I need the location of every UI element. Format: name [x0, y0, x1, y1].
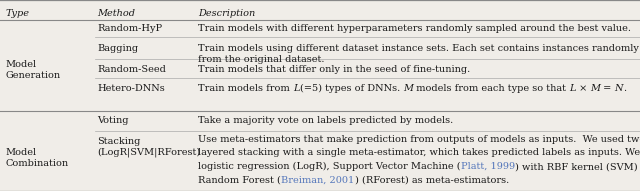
- Text: N: N: [614, 84, 623, 93]
- Text: Method: Method: [97, 9, 135, 18]
- Text: L: L: [569, 84, 576, 93]
- Text: Breiman, 2001: Breiman, 2001: [281, 176, 355, 185]
- Text: Random-HyP: Random-HyP: [97, 24, 163, 33]
- Text: Model
Combination: Model Combination: [5, 147, 68, 168]
- Text: M: M: [590, 84, 600, 93]
- Text: .: .: [623, 84, 626, 93]
- Text: layered stacking with a single meta-estimator, which takes predicted labels as i: layered stacking with a single meta-esti…: [198, 148, 640, 157]
- Text: Random-Seed: Random-Seed: [97, 65, 166, 74]
- Text: M: M: [403, 84, 413, 93]
- Text: Voting: Voting: [97, 116, 129, 125]
- Text: Train models with different hyperparameters randomly sampled around the best val: Train models with different hyperparamet…: [198, 24, 632, 33]
- Text: Take a majority vote on labels predicted by models.: Take a majority vote on labels predicted…: [198, 116, 454, 125]
- Text: L: L: [293, 84, 300, 93]
- Text: Train models from: Train models from: [198, 84, 293, 93]
- Text: logistic regression (LogR), Support Vector Machine (: logistic regression (LogR), Support Vect…: [198, 162, 461, 171]
- Text: Train models that differ only in the seed of fine-tuning.: Train models that differ only in the see…: [198, 65, 470, 74]
- Text: Use meta-estimators that make prediction from outputs of models as inputs.  We u: Use meta-estimators that make prediction…: [198, 135, 640, 144]
- Text: ) with RBF kernel (SVM) and: ) with RBF kernel (SVM) and: [515, 162, 640, 171]
- Text: Platt, 1999: Platt, 1999: [461, 162, 515, 171]
- Text: Hetero-DNNs: Hetero-DNNs: [97, 84, 165, 93]
- Text: =: =: [600, 84, 614, 93]
- Text: Type: Type: [5, 9, 29, 18]
- Text: models from each type so that: models from each type so that: [413, 84, 569, 93]
- Text: Description: Description: [198, 9, 255, 18]
- Text: (=5) types of DNNs.: (=5) types of DNNs.: [300, 84, 403, 93]
- Text: Bagging: Bagging: [97, 44, 138, 53]
- Text: Random Forest (: Random Forest (: [198, 176, 281, 185]
- Text: Stacking
(LogR|SVM|RForest): Stacking (LogR|SVM|RForest): [97, 137, 200, 157]
- Text: Model
Generation: Model Generation: [5, 60, 60, 80]
- Text: Train models using different dataset instance sets. Each set contains instances : Train models using different dataset ins…: [198, 44, 640, 64]
- Text: ) (RForest) as meta-estimators.: ) (RForest) as meta-estimators.: [355, 176, 509, 185]
- Text: ×: ×: [576, 84, 590, 93]
